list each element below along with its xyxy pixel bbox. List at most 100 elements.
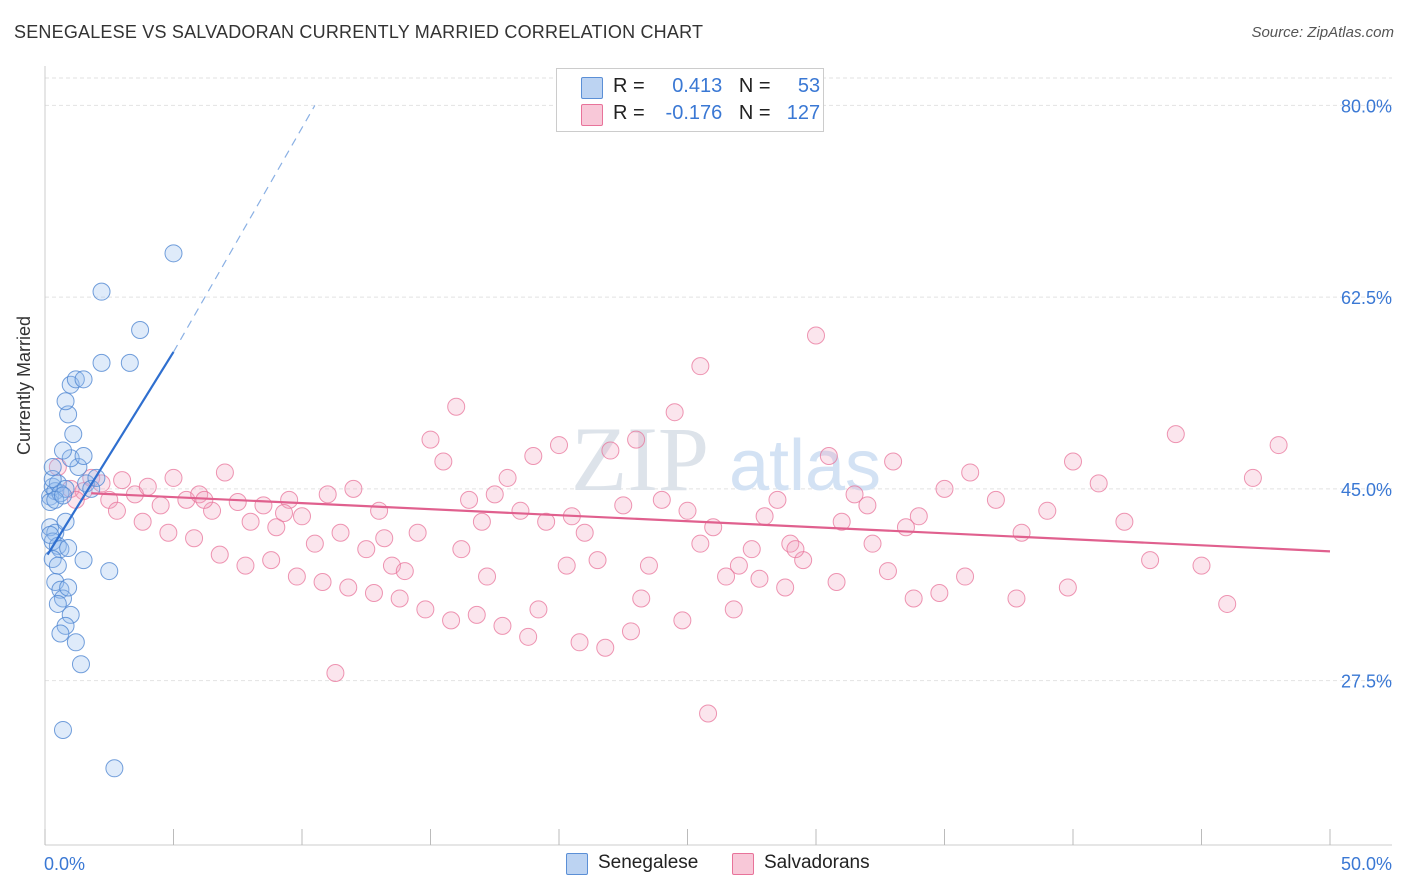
salvadoran-point <box>652 490 671 509</box>
senegalese-point <box>53 720 72 739</box>
x-tick-label: 0.0% <box>44 854 85 874</box>
salvadoran-point <box>845 485 864 504</box>
salvadoran-point <box>742 540 761 559</box>
salvadoran-point <box>724 600 743 619</box>
salvadoran-point <box>390 589 409 608</box>
senegalese-point <box>59 578 78 597</box>
salvadoran-point <box>326 663 345 682</box>
salvadoran-point <box>339 578 358 597</box>
legend-box: R = 0.413 N = 53 R = -0.176 N = 127 <box>556 68 824 132</box>
legend-n-value: 53 <box>797 75 821 97</box>
senegalese-point <box>164 244 183 263</box>
salvadoran-point <box>691 534 710 553</box>
salvadoran-point <box>293 507 311 526</box>
salvadoran-point <box>529 600 548 619</box>
salvadoran-point <box>1115 512 1134 531</box>
senegalese-trend-extension <box>172 105 316 353</box>
salvadoran-point <box>210 545 229 564</box>
salvadoran-point <box>493 616 512 635</box>
bottom-legend-swatch-salvadoran <box>732 853 754 875</box>
y-tick-label: 27.5% <box>1341 672 1392 692</box>
senegalese-point <box>64 425 83 444</box>
salvadoran-point <box>1243 468 1262 487</box>
salvadoran-point <box>863 534 882 553</box>
salvadoran-point <box>275 503 294 522</box>
salvadoran-point <box>472 512 491 531</box>
legend-swatch-senegalese <box>581 77 603 99</box>
salvadoran-point <box>878 562 897 581</box>
salvadoran-point <box>498 468 517 487</box>
salvadoran-point <box>1269 436 1288 455</box>
salvadoran-point <box>228 493 247 512</box>
salvadoran-point <box>48 457 67 476</box>
senegalese-point <box>51 624 70 643</box>
salvadoran-point <box>768 490 787 509</box>
salvadoran-point <box>82 468 101 487</box>
x-tick-labels: 0.0% 50.0% <box>44 854 1392 874</box>
senegalese-point <box>100 562 119 581</box>
salvadoran-point <box>408 523 427 542</box>
senegalese-point <box>61 605 80 624</box>
senegalese-point <box>66 633 85 652</box>
salvadoran-point <box>786 540 805 559</box>
senegalese-point <box>59 539 78 558</box>
salvadoran-point <box>447 397 466 416</box>
salvadoran-point <box>460 490 479 509</box>
salvadoran-point <box>416 600 435 619</box>
salvadoran-point <box>827 573 846 592</box>
salvadoran-point <box>807 326 825 345</box>
salvadoran-point <box>524 447 543 466</box>
salvadoran-point <box>755 507 774 526</box>
salvadoran-point <box>421 430 440 449</box>
senegalese-trend-line <box>46 351 175 556</box>
source-label: Source: ZipAtlas.com <box>1251 24 1394 41</box>
salvadoran-point <box>1038 501 1057 520</box>
salvadoran-point <box>1007 589 1026 608</box>
salvadoran-point <box>632 589 651 608</box>
salvadoran-points <box>48 326 1288 723</box>
senegalese-point <box>131 321 150 340</box>
senegalese-point <box>59 405 78 424</box>
senegalese-point <box>74 447 93 466</box>
salvadoran-point <box>665 403 684 422</box>
bottom-legend-swatch-senegalese <box>566 853 588 875</box>
salvadoran-point <box>570 633 589 652</box>
salvadoran-point <box>673 611 692 630</box>
legend-r-value: 0.413 <box>672 75 723 97</box>
watermark-atlas: atlas <box>729 426 881 506</box>
salvadoran-point <box>858 496 877 515</box>
salvadoran-point <box>956 567 975 586</box>
salvadoran-point <box>241 512 260 531</box>
salvadoran-point <box>151 496 170 515</box>
salvadoran-point <box>819 447 838 466</box>
salvadoran-point <box>305 534 324 553</box>
salvadoran-point <box>678 501 697 520</box>
legend-r-label: R = <box>613 102 645 124</box>
salvadoran-point <box>935 479 954 498</box>
salvadoran-point <box>614 496 633 515</box>
salvadoran-point <box>375 529 394 548</box>
salvadoran-point <box>550 436 568 455</box>
salvadoran-point <box>185 529 204 548</box>
senegalese-point <box>120 353 139 372</box>
salvadoran-point <box>1064 452 1082 471</box>
salvadoran-point <box>930 583 949 602</box>
salvadoran-point <box>639 556 658 575</box>
senegalese-point <box>56 392 75 411</box>
legend-n-label: N = <box>738 75 771 97</box>
bottom-legend-label-senegalese: Senegalese <box>598 852 699 873</box>
salvadoran-point <box>884 452 903 471</box>
legend-r-value: -0.176 <box>665 102 723 124</box>
salvadoran-point <box>699 704 718 723</box>
legend-n-label: N = <box>738 102 771 124</box>
salvadoran-point <box>1012 523 1031 542</box>
salvadoran-point <box>318 485 337 504</box>
senegalese-point <box>71 655 90 674</box>
bottom-legend-label-salvadoran: Salvadorans <box>764 852 870 873</box>
salvadoran-point <box>262 551 281 570</box>
salvadoran-point <box>832 512 851 531</box>
x-tick-label: 50.0% <box>1341 854 1392 874</box>
salvadoran-point <box>961 463 980 482</box>
salvadoran-point <box>904 589 923 608</box>
